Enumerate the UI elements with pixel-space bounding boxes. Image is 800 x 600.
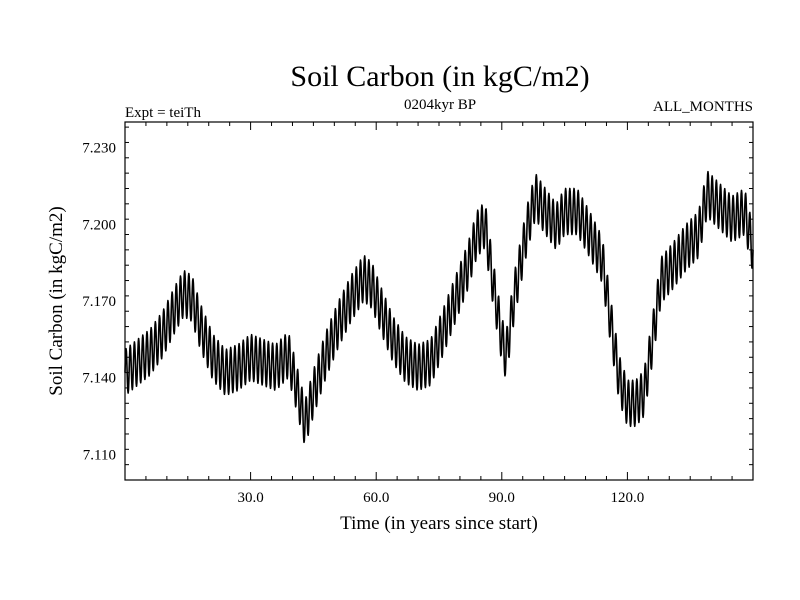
y-tick-label: 7.200 [82,217,116,233]
x-tick-label: 30.0 [237,490,263,506]
y-tick-label: 7.110 [83,447,116,463]
x-tick-label: 90.0 [489,490,515,506]
series-layer [125,172,753,443]
period-label: 0204kyr BP [404,97,476,113]
soil-carbon-series-line [125,172,753,443]
experiment-label: Expt = teiTh [125,105,201,121]
chart-title: Soil Carbon (in kgC/m2) [290,60,589,93]
y-axis-label: Soil Carbon (in kgC/m2) [46,206,67,395]
y-tick-label: 7.230 [82,141,116,157]
y-tick-label: 7.140 [82,371,116,387]
y-tick-label: 7.170 [82,294,116,310]
x-tick-label: 120.0 [611,490,645,506]
x-tick-label: 60.0 [363,490,389,506]
months-label: ALL_MONTHS [653,99,753,115]
x-axis-label: Time (in years since start) [340,513,538,534]
